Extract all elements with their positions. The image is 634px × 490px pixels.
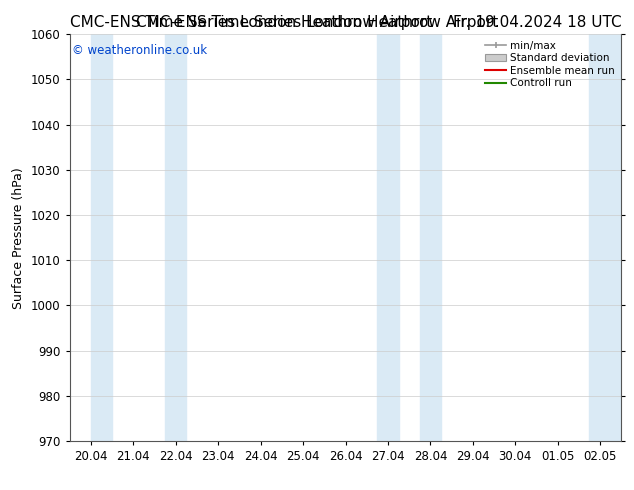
Bar [377,34,399,441]
Text: © weatheronline.co.uk: © weatheronline.co.uk [72,45,207,57]
Text: Fr. 19.04.2024 18 UTC: Fr. 19.04.2024 18 UTC [453,15,621,30]
Bar [91,34,112,441]
Text: CMC-ENS Time Series London Heathrow Airport: CMC-ENS Time Series London Heathrow Airp… [136,15,498,30]
Bar [590,34,621,441]
Title: CMC-ENS Time Series London Heathrow Airport      Fr. 19.04.2024 18 UTC: CMC-ENS Time Series London Heathrow Airp… [0,489,1,490]
Bar [165,34,186,441]
Y-axis label: Surface Pressure (hPa): Surface Pressure (hPa) [13,167,25,309]
Bar [420,34,441,441]
Text: CMC-ENS Time Series London Heathrow Airport: CMC-ENS Time Series London Heathrow Airp… [70,15,432,30]
Legend: min/max, Standard deviation, Ensemble mean run, Controll run: min/max, Standard deviation, Ensemble me… [481,36,619,93]
